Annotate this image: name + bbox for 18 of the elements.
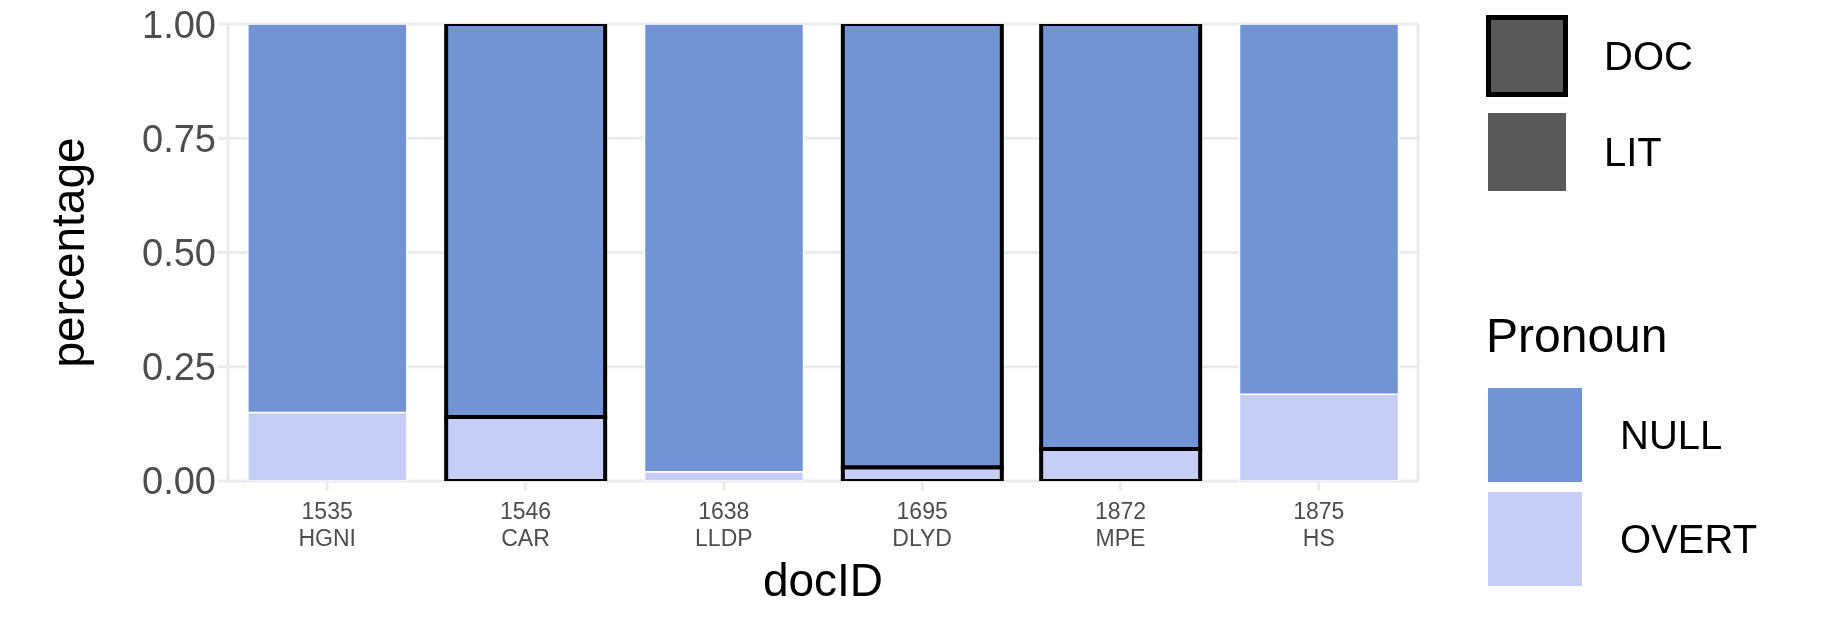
x-axis-title: docID (762, 554, 884, 606)
text: DOC (1604, 33, 1693, 79)
x-tick-label: 1638 LLDP (695, 498, 753, 551)
text: NULL (1620, 412, 1723, 458)
legend-title: Pronoun (1486, 308, 1669, 363)
x-tick-label: 1535 HGNI (298, 498, 356, 551)
y-tick-label: 0.25 (142, 346, 216, 389)
text: LIT (1604, 129, 1662, 175)
y-tick-label: 0.75 (142, 117, 216, 160)
y-tick-label: 0.00 (142, 460, 216, 503)
x-tick-label: 1872 MPE (1094, 498, 1147, 551)
y-tick-label: 1.00 (142, 3, 216, 46)
text: OVERT (1620, 516, 1758, 562)
y-tick-label: 0.50 (142, 231, 216, 274)
x-tick-label: 1695 DLYD (892, 498, 952, 551)
x-tick-label: 1546 CAR (499, 498, 552, 551)
y-axis-title: percentage (42, 137, 95, 368)
x-tick-label: 1875 HS (1293, 498, 1345, 551)
